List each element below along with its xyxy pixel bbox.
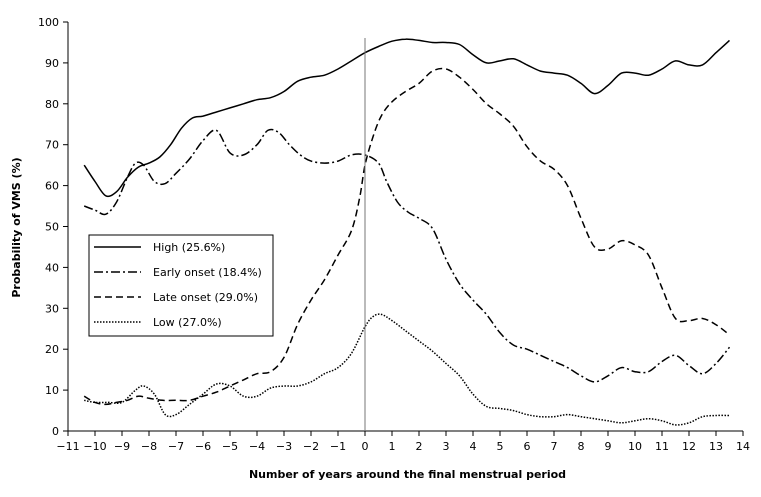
x-tick-label: 2: [416, 440, 423, 453]
x-axis-title: Number of years around the final menstru…: [249, 468, 566, 481]
x-tick-label: 11: [655, 440, 669, 453]
x-tick-label: −1: [330, 440, 346, 453]
series-line-high: [83, 38, 731, 198]
y-tick-label: 70: [45, 139, 59, 152]
x-tick-label: −2: [303, 440, 319, 453]
x-tick-label: 9: [605, 440, 612, 453]
x-tick-label: 5: [497, 440, 504, 453]
y-tick-label: 30: [45, 302, 59, 315]
y-tick-label: 60: [45, 180, 59, 193]
x-tick-label: −6: [195, 440, 211, 453]
x-tick-label: 13: [709, 440, 723, 453]
series-layer: [83, 38, 731, 426]
x-tick-label: 6: [524, 440, 531, 453]
x-tick-label: 3: [443, 440, 450, 453]
legend-label-high: High (25.6%): [153, 241, 225, 254]
y-axis-title: Probability of VMS (%): [10, 157, 23, 297]
legend-label-late-onset: Late onset (29.0%): [153, 291, 258, 304]
x-tick-label: 4: [470, 440, 477, 453]
y-tick-label: 90: [45, 57, 59, 70]
x-tick-label: −10: [83, 440, 106, 453]
x-tick-label: −7: [168, 440, 184, 453]
y-axis-ticks: 0 10 20 30 40 50 60 70 80 90 100: [38, 16, 68, 438]
series-line-low: [84, 313, 730, 426]
x-axis-ticks: −11 −10 −9 −8 −7 −6 −5 −4 −3 −2 −1 0 1 2 3 4 5 6 7 8 9 10 11 12…: [56, 431, 750, 453]
series-line-late-onset: [83, 67, 730, 406]
legend-box: [88, 234, 274, 337]
y-tick-label: 40: [45, 261, 59, 274]
x-tick-label: −4: [249, 440, 265, 453]
y-tick-label: 50: [45, 221, 59, 234]
axes: [67, 22, 743, 432]
y-tick-label: 0: [52, 425, 59, 438]
y-tick-label: 100: [38, 16, 59, 29]
x-tick-label: 10: [628, 440, 642, 453]
x-tick-label: 0: [362, 440, 369, 453]
x-tick-label: −9: [114, 440, 130, 453]
x-tick-label: 7: [551, 440, 558, 453]
y-tick-label: 10: [45, 384, 59, 397]
x-tick-label: 8: [578, 440, 585, 453]
x-tick-label: 12: [682, 440, 696, 453]
x-tick-label: 1: [389, 440, 396, 453]
y-tick-label: 20: [45, 343, 59, 356]
x-tick-label: −11: [56, 440, 79, 453]
x-tick-label: −5: [222, 440, 238, 453]
legend-label-early-onset: Early onset (18.4%): [153, 266, 262, 279]
x-tick-label: −8: [141, 440, 157, 453]
legend-label-low: Low (27.0%): [153, 316, 222, 329]
x-tick-label: −3: [276, 440, 292, 453]
y-tick-label: 80: [45, 98, 59, 111]
legend: High (25.6%) Early onset (18.4%) Late onse…: [88, 234, 274, 337]
x-tick-label: 14: [736, 440, 750, 453]
